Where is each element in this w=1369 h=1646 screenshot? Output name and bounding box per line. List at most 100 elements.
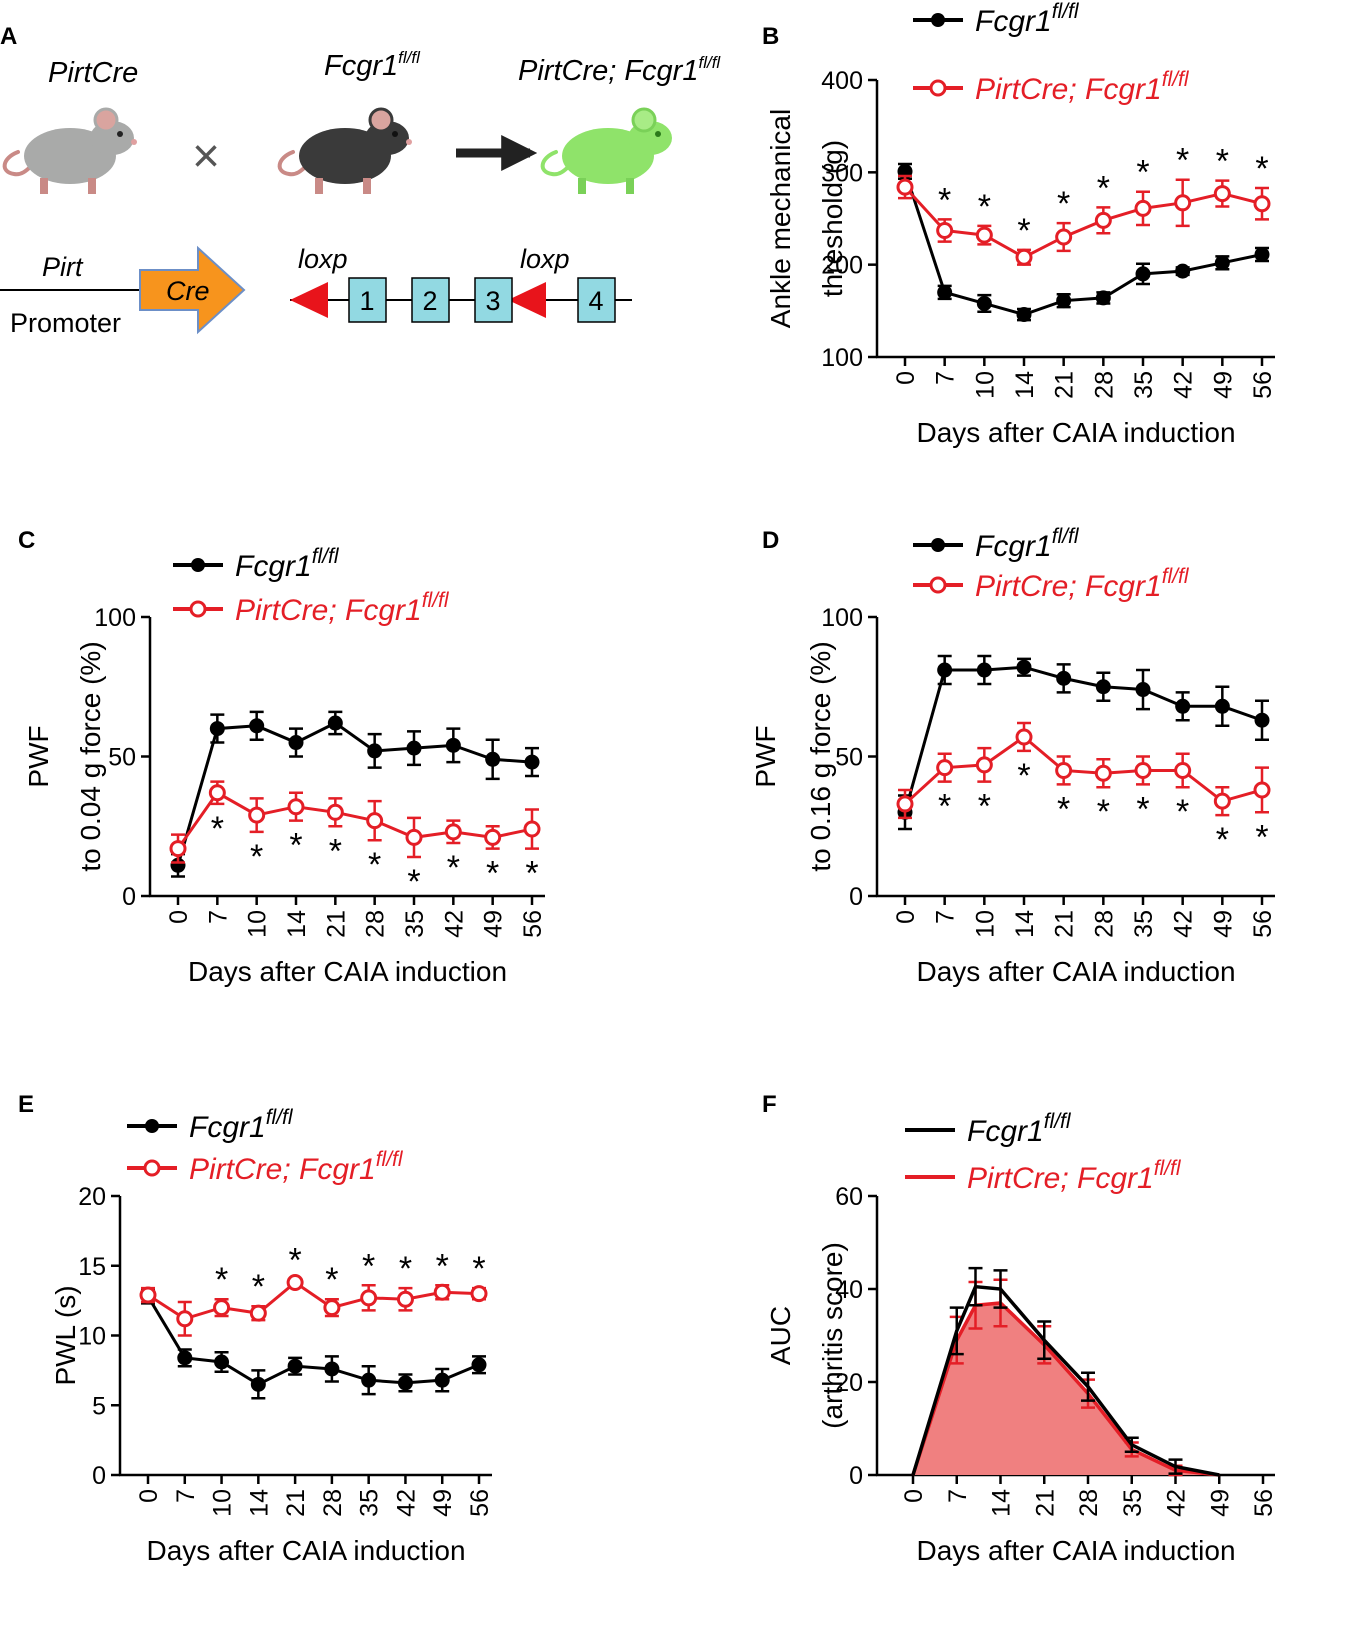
ko-data-point	[1253, 781, 1271, 799]
legend-wt-label: Fcgr1fl/fl	[235, 545, 340, 583]
x-tick-label: 21	[1051, 371, 1079, 399]
ko-data-point	[1213, 185, 1231, 203]
y-tick-label: 10	[78, 1323, 106, 1351]
legend-ko-base: PirtCre; Fcgr1	[975, 73, 1162, 106]
ko-data-point	[1174, 194, 1192, 212]
y-tick-label: 200	[821, 252, 863, 280]
wt-data-point	[485, 751, 501, 767]
legend-wt-label: Fcgr1fl/fl	[189, 1106, 294, 1144]
ko-data-point	[433, 1283, 451, 1301]
x-tick-label: 21	[1031, 1489, 1059, 1517]
y-tick-label: 100	[821, 344, 863, 372]
y-tick-label: 300	[821, 159, 863, 187]
y-tick-label: 100	[821, 604, 863, 632]
panel-label-a: A	[0, 23, 17, 50]
y-tick-label: 0	[849, 883, 863, 911]
pirtcre-mouse-icon	[2, 107, 137, 194]
legend-wt-sup: fl/fl	[1044, 1110, 1072, 1133]
ko-area-fill	[913, 1302, 1220, 1475]
x-tick-label: 56	[1249, 371, 1277, 399]
wt-data-point	[976, 662, 992, 678]
legend-wt-sup: fl/fl	[312, 545, 340, 568]
ko-data-point	[1015, 248, 1033, 266]
legend-ko-marker	[929, 576, 947, 594]
loxp-label-2: loxp	[520, 244, 570, 274]
legend-ko-label: PirtCre; Fcgr1fl/fl	[967, 1157, 1182, 1195]
x-tick-label: 7	[172, 1489, 200, 1503]
significance-star: *	[368, 846, 381, 884]
y-tick-label: 0	[92, 1462, 106, 1490]
significance-star: *	[525, 855, 538, 893]
legend-wt-base: Fcgr1	[967, 1115, 1044, 1148]
wt-series-line	[903, 665, 1263, 813]
ko-data-point	[1134, 199, 1152, 217]
significance-star: *	[1057, 790, 1070, 828]
y-tick-label: 0	[122, 883, 136, 911]
y-tick-label: 50	[108, 744, 136, 772]
ko-data-point	[1055, 761, 1073, 779]
x-tick-label: 35	[1130, 371, 1158, 399]
ko-data-point	[1015, 728, 1033, 746]
y-tick-label: 100	[94, 604, 136, 632]
x-tick-label: 35	[1119, 1489, 1147, 1517]
panel-a: A PirtCre Fcgr1fl/fl PirtCre; Fcgr1fl/fl	[0, 23, 721, 338]
legend-wt-sup: fl/fl	[1052, 0, 1080, 23]
x-tick-label: 49	[1209, 371, 1237, 399]
x-tick-label: 35	[401, 910, 429, 938]
significance-star: *	[1097, 793, 1110, 831]
wt-data-point	[406, 740, 422, 756]
y-axis-title-line-1: PWF	[23, 725, 54, 787]
x-tick-label: 0	[135, 1489, 163, 1503]
ko-data-point	[176, 1310, 194, 1328]
y-axis-title-line-2: to 0.16 g force (%)	[805, 641, 836, 871]
x-tick-label: 10	[971, 371, 999, 399]
ko-data-point	[444, 823, 462, 841]
x-tick-label: 28	[1090, 371, 1118, 399]
x-tick-label: 35	[356, 1489, 384, 1517]
x-tick-label: 28	[319, 1489, 347, 1517]
wt-data-point	[1254, 247, 1270, 263]
legend-ko-marker	[189, 600, 207, 618]
ko-data-point	[139, 1286, 157, 1304]
ko-data-point	[975, 226, 993, 244]
significance-star: *	[399, 1250, 412, 1288]
x-tick-label: 14	[1011, 910, 1039, 938]
ko-data-point	[323, 1299, 341, 1317]
significance-star: *	[1057, 185, 1070, 223]
legend-ko-base: PirtCre; Fcgr1	[189, 1153, 376, 1186]
ko-data-point	[405, 828, 423, 846]
x-tick-label: 0	[165, 910, 193, 924]
significance-star: *	[486, 855, 499, 893]
wt-data-point	[1095, 679, 1111, 695]
exon-4	[577, 277, 616, 323]
legend-wt-marker	[931, 13, 945, 27]
fcgr1-mouse-icon	[277, 107, 412, 194]
x-tick-label: 14	[988, 1489, 1016, 1517]
y-axis-title-line-2: to 0.04 g force (%)	[75, 641, 106, 871]
wt-data-point	[434, 1372, 450, 1388]
wt-data-point	[209, 721, 225, 737]
wt-data-point	[367, 743, 383, 759]
x-tick-label: 14	[245, 1489, 273, 1517]
significance-star: *	[978, 188, 991, 226]
x-tick-label: 28	[1090, 910, 1118, 938]
cko-mouse-icon	[540, 107, 672, 194]
x-tick-label: 49	[429, 1489, 457, 1517]
ko-data-point	[366, 812, 384, 830]
cre-label: Cre	[166, 276, 210, 306]
wt-data-point	[1214, 698, 1230, 714]
wt-data-point	[327, 715, 343, 731]
x-tick-label: 56	[1250, 1489, 1278, 1517]
ko-data-point	[936, 222, 954, 240]
ko-data-point	[1134, 761, 1152, 779]
exon-1	[348, 277, 387, 323]
legend-ko-label: PirtCre; Fcgr1fl/fl	[975, 565, 1190, 603]
panel-label-f: F	[762, 1091, 777, 1118]
ko-data-point	[249, 1304, 267, 1322]
ko-data-point	[470, 1285, 488, 1303]
x-tick-label: 0	[900, 1489, 928, 1503]
significance-star: *	[1216, 143, 1229, 181]
significance-star: *	[1255, 150, 1268, 188]
x-axis-title: Days after CAIA induction	[916, 956, 1235, 987]
